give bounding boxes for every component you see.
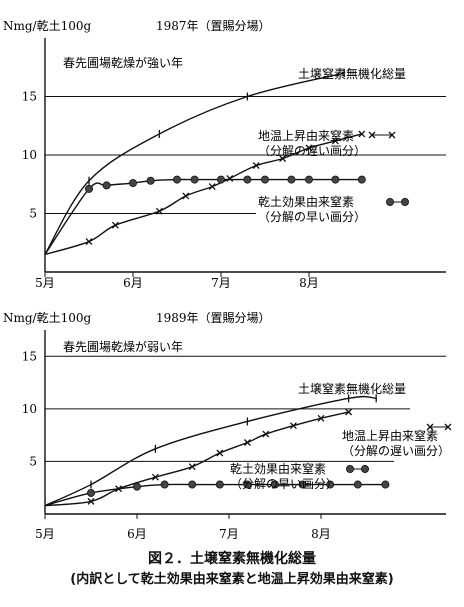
y-tick-label: 10	[22, 402, 37, 416]
series-label-dry-soil: （分解の早い画分）	[258, 210, 366, 224]
data-point-dry-soil	[260, 175, 269, 184]
data-point-dry-soil	[132, 482, 141, 491]
data-point-soil-temp	[252, 162, 260, 169]
data-point-dry-soil	[243, 175, 252, 184]
data-point-dry-soil	[270, 480, 279, 489]
data-point-dry-soil	[298, 480, 307, 489]
series-label-dry-soil: 乾土効果由来窒素	[230, 461, 326, 476]
data-point-soil-temp	[87, 497, 95, 505]
series-label-soil-temp: 地温上昇由来窒素	[258, 128, 354, 143]
data-point-soil-temp	[331, 137, 339, 145]
series-label-total: 土壌窒素無機化総量	[298, 66, 406, 81]
data-point-dry-soil	[326, 480, 335, 489]
data-point-dry-soil	[172, 175, 181, 184]
x-tick-label: 7月	[211, 276, 231, 290]
x-tick-label: 5月	[35, 276, 55, 290]
data-point-soil-temp	[317, 414, 325, 422]
data-point-dry-soil	[353, 480, 362, 489]
data-point-soil-temp	[262, 430, 270, 438]
data-point-soil-temp	[208, 183, 216, 191]
data-point-soil-temp	[345, 408, 353, 416]
series-label-soil-temp: （分解の遅い画分）	[342, 444, 450, 458]
x-tick-label: 8月	[299, 276, 319, 290]
legend-marker-soil-temp	[444, 423, 452, 431]
data-point-dry-soil	[128, 179, 137, 188]
y-tick-label: 15	[22, 90, 37, 104]
chart-title: 1987年（置賜分場）	[156, 19, 271, 33]
x-tick-label: 7月	[219, 527, 239, 541]
legend-marker-soil-temp	[426, 423, 434, 431]
data-point-soil-temp	[243, 439, 251, 446]
data-point-dry-soil	[87, 488, 96, 497]
data-point-soil-temp	[85, 238, 93, 246]
data-point-dry-soil	[102, 181, 111, 190]
x-tick-label: 6月	[123, 276, 143, 290]
data-point-soil-temp	[111, 221, 119, 229]
data-point-dry-soil	[190, 175, 199, 184]
legend-marker-dry-soil	[345, 464, 354, 473]
y-tick-label: 15	[22, 349, 37, 363]
data-point-dry-soil	[243, 480, 252, 489]
data-point-dry-soil	[160, 480, 169, 489]
data-point-soil-temp	[216, 449, 224, 457]
data-point-soil-temp	[358, 130, 366, 138]
data-point-soil-temp	[188, 463, 196, 471]
data-point-soil-temp	[226, 174, 234, 182]
data-point-soil-temp	[279, 155, 287, 162]
series-line-total	[44, 72, 345, 255]
data-point-dry-soil	[287, 175, 296, 184]
data-point-dry-soil	[146, 176, 155, 185]
y-axis-label: Nmg/乾土100g	[3, 19, 92, 33]
data-point-dry-soil	[216, 175, 225, 184]
y-tick-label: 5	[29, 207, 37, 221]
data-point-soil-temp	[289, 422, 297, 430]
data-point-dry-soil	[381, 480, 390, 489]
data-point-dry-soil	[188, 480, 197, 489]
data-point-soil-temp	[155, 207, 163, 215]
series-label-dry-soil: 乾土効果由来窒素	[258, 194, 354, 209]
legend-marker-dry-soil	[400, 197, 409, 206]
series-label-total: 土壌窒素無機化総量	[298, 381, 406, 396]
data-point-dry-soil	[357, 175, 366, 184]
chart-subtitle: 春先圃場乾燥が弱い年	[63, 339, 183, 354]
data-point-soil-temp	[182, 192, 190, 200]
series-label-soil-temp: （分解の遅い画分）	[258, 144, 366, 158]
data-point-dry-soil	[304, 175, 313, 184]
data-point-dry-soil	[331, 175, 340, 184]
chart-subtitle: 春先圃場乾燥が強い年	[63, 55, 183, 70]
y-tick-label: 10	[22, 148, 37, 162]
legend-marker-soil-temp	[368, 131, 376, 139]
y-axis-label: Nmg/乾土100g	[3, 311, 92, 325]
data-point-soil-temp	[305, 144, 313, 152]
chart-title: 1989年（置賜分場）	[156, 311, 271, 325]
series-label-dry-soil: （分解の早い画分）	[230, 477, 338, 491]
y-tick-label: 5	[29, 454, 37, 468]
legend-marker-soil-temp	[388, 131, 396, 139]
x-tick-label: 5月	[35, 527, 55, 541]
data-point-soil-temp	[151, 473, 159, 481]
chart-1989: 5 10 15 5月 6月 7月 8月 Nmg/乾土100g 1989年（置賜分場） 春先圃場乾燥…	[3, 311, 452, 541]
chart-1987: 5 10 15 5月 6月 7月 8月 Nmg/乾土100g 1987年（置賜分場） 春先圃場乾燥…	[3, 19, 446, 290]
x-tick-label: 6月	[127, 527, 147, 541]
series-label-soil-temp: 地温上昇由来窒素	[342, 428, 438, 443]
figure-subcaption: (内訳として乾土効果由来窒素と地温上昇効果由来窒素)	[70, 572, 394, 587]
data-point-dry-soil	[85, 184, 94, 193]
figure-caption: 図２．土壌窒素無機化総量	[148, 551, 316, 567]
data-point-dry-soil	[215, 480, 224, 489]
legend-marker-dry-soil	[385, 197, 394, 206]
x-tick-label: 8月	[311, 527, 331, 541]
legend-marker-dry-soil	[360, 464, 369, 473]
